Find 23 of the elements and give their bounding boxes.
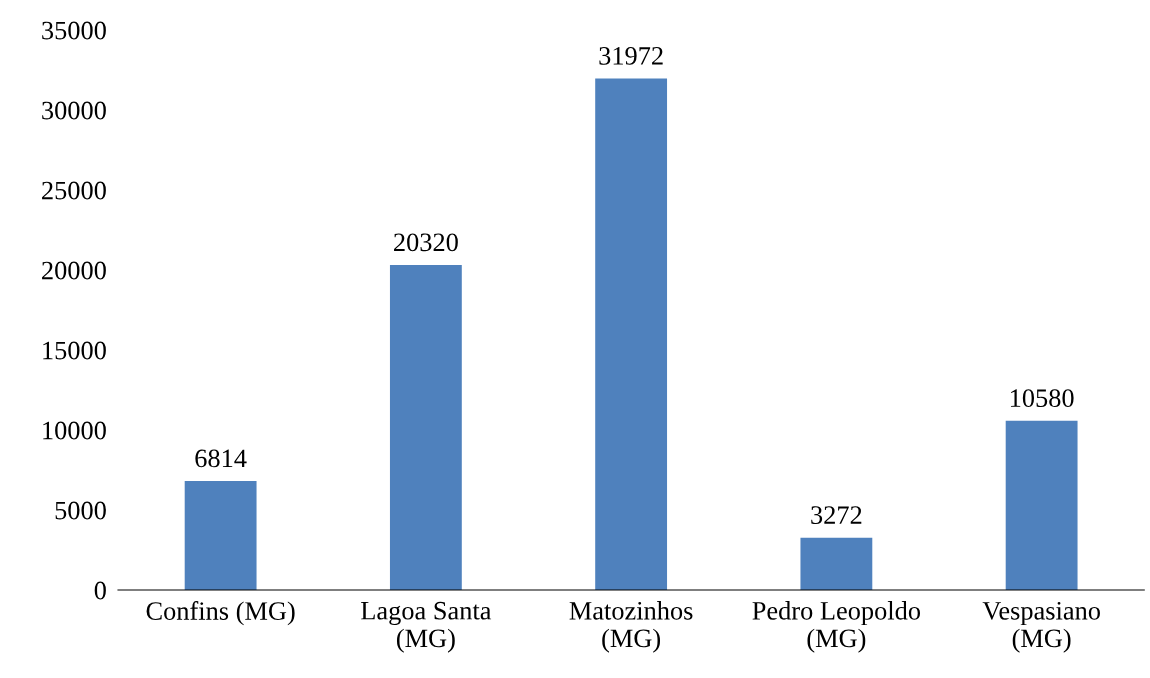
- x-tick-label: Vespasiano (MG): [982, 601, 1100, 653]
- y-tick-label: 15000: [43, 341, 106, 360]
- bar: [184, 480, 257, 590]
- x-tick-label: Pedro Leopoldo (MG): [752, 601, 921, 653]
- y-tick-label: 25000: [42, 181, 106, 200]
- y-tick-label: 20000: [42, 261, 106, 280]
- data-label: 3272: [811, 506, 862, 524]
- y-tick-label: 0: [94, 581, 106, 600]
- y-tick-label: 10000: [43, 421, 106, 440]
- bar: [1005, 420, 1078, 590]
- data-label: 6814: [195, 449, 247, 468]
- data-label: 31972: [599, 47, 663, 65]
- y-tick-label: 5000: [55, 501, 106, 520]
- y-tick-label: 35000: [42, 21, 106, 40]
- bar: [800, 537, 873, 590]
- bar: [595, 78, 668, 590]
- y-tick-label: 30000: [42, 101, 106, 120]
- x-tick-label: Matozinhos (MG): [569, 601, 693, 653]
- x-tick-label: Lagoa Santa (MG): [361, 601, 492, 653]
- x-tick-label: Confins (MG): [146, 601, 295, 626]
- data-label: 20320: [394, 233, 458, 252]
- data-label: 10580: [1010, 389, 1074, 408]
- bar: [389, 264, 462, 590]
